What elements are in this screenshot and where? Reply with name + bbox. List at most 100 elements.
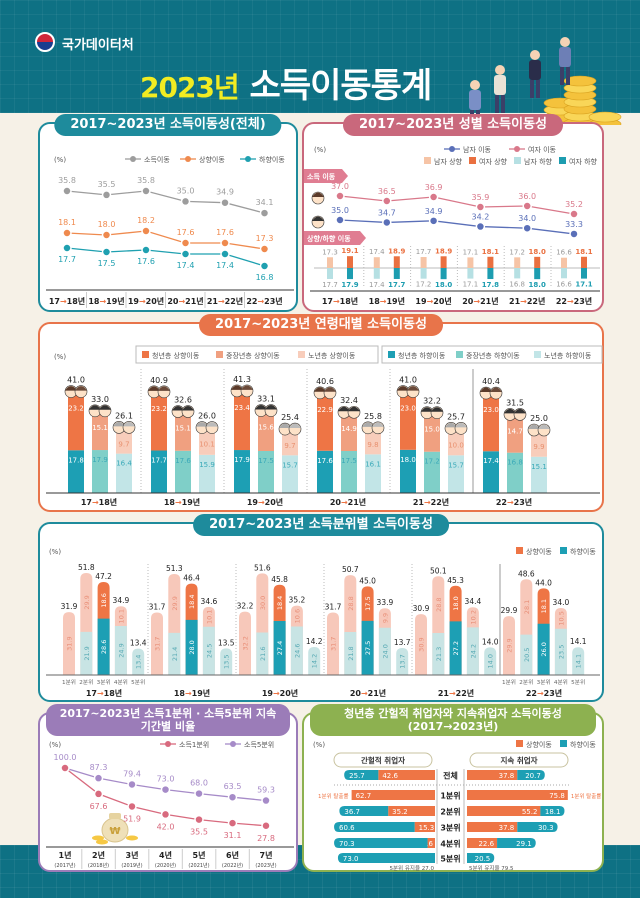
bar-label: 18.1 (482, 248, 499, 256)
total-label: 48.6 (518, 569, 535, 578)
group-header: 간헐적 취업자 (361, 755, 405, 765)
bar-segment-down (520, 634, 533, 675)
segment-label: 9.7 (118, 440, 129, 448)
segment-label: 18.4 (188, 594, 196, 608)
x-tick-label: 4년 (159, 850, 172, 860)
panel-title: 2017~2023년 소득분위별 소득이동성 (193, 514, 449, 536)
group-header-pill (333, 752, 433, 768)
bar-up (467, 770, 518, 780)
data-point (141, 245, 151, 255)
bar (467, 268, 474, 279)
bar-down (467, 853, 495, 863)
x-tick-sublabel: (2019년) (121, 862, 142, 869)
bar-segment-down (361, 620, 374, 675)
coin-icon (96, 839, 108, 845)
total-label: 45.3 (447, 576, 464, 585)
legend-swatch (388, 351, 395, 358)
segment-label: 9.7 (284, 442, 295, 450)
data-point (569, 229, 579, 239)
data-point (382, 196, 392, 206)
bar-label: 17.3 (322, 248, 338, 256)
bar (440, 256, 447, 268)
year-from: 21 (438, 689, 450, 698)
series-line (66, 247, 265, 267)
year-from: 20 (350, 689, 362, 698)
bar-segment-down (68, 450, 84, 493)
segment-label: 10.1 (117, 609, 125, 623)
data-point (569, 209, 579, 219)
data-label: 18.1 (58, 218, 76, 227)
bar-segment-down (185, 619, 198, 675)
segment-label: 17.4 (483, 457, 499, 465)
segment-label: 14.2 (311, 654, 319, 668)
quintile-mobility-chart: (%) 상향이동 하향이동 31.9 31.9 1분위 51.8 29.9 21.9 2분위 47.… (46, 547, 600, 698)
segment-label: 24.5 (205, 644, 213, 658)
segment-label: 18.0 (400, 456, 416, 464)
year-from: 18 (88, 297, 100, 306)
year-from: 21 (413, 498, 425, 507)
bar-segment-up (483, 396, 499, 452)
age-group-face-icon (406, 385, 420, 398)
persistence-chart: (%) 소득1분위 소득5분위 ₩100.0 87.3 79.4 73.0 68.0 63.5 5… (46, 741, 294, 869)
year-to: 19년 (386, 296, 405, 306)
bar (440, 268, 447, 280)
bar-label: 20.5 (475, 855, 491, 863)
bar-up (467, 806, 541, 816)
x-tick-label: 22→23년 (246, 296, 282, 306)
segment-label: 26.0 (540, 642, 548, 656)
data-label: 68.0 (190, 779, 208, 788)
bar-label: 18.9 (435, 247, 452, 255)
segment-label: 20.5 (523, 648, 531, 662)
segment-label: 15.7 (448, 461, 464, 469)
segment-label: 31.7 (154, 637, 162, 651)
year-to: 20년 (433, 296, 452, 306)
unit-label: (%) (49, 741, 61, 749)
panel-title: 2017~2023년 소득1분위 · 소득5분위 지속기간별 비율 (46, 704, 290, 736)
segment-label: 27.4 (276, 641, 284, 655)
bar-label: 75.8 (549, 792, 565, 800)
bar-down (540, 806, 565, 816)
bar-up (351, 790, 435, 800)
x-tick-label: 7년 (260, 850, 273, 860)
total-label: 33.1 (257, 395, 275, 404)
bar (393, 256, 400, 268)
age-group-face-icon (147, 385, 161, 399)
total-label: 14.2 (306, 637, 323, 646)
bar-segment-down (282, 455, 298, 493)
bar-segment-up (341, 415, 357, 451)
data-label: 17.6 (137, 257, 155, 266)
x-tick-label: 19→20년 (247, 497, 283, 507)
arrow-icon: → (139, 297, 146, 306)
segment-label: 17.5 (258, 457, 274, 465)
arrow-icon: → (60, 297, 67, 306)
segment-label: 23.2 (68, 405, 84, 413)
age-group-face-icon (503, 408, 517, 421)
legend-swatch (560, 547, 567, 554)
segment-label: 17.5 (341, 457, 357, 465)
bar-segment-down (507, 452, 523, 493)
bar-label: 17.1 (463, 281, 479, 289)
legend-swatch (559, 157, 566, 164)
bar-segment-up (448, 431, 464, 456)
annotation: 1분위 탈출률 (571, 792, 602, 800)
data-label: 87.3 (90, 763, 108, 772)
year-to: 21년 (368, 688, 387, 698)
arrow-icon: → (449, 689, 456, 698)
age-group-face-icon (230, 384, 244, 398)
age-mobility-panel: (%) 청년층 상향이동 중장년층 상향이동 노년층 상향이동 청년층 하향이동 중장년층… (38, 314, 604, 512)
data-point (127, 779, 137, 790)
persistence-panel: (%) 소득1분위 소득5분위 ₩100.0 87.3 79.4 73.0 68.0 63.5 5… (38, 704, 298, 872)
segment-label: 28.8 (347, 596, 355, 610)
data-label: 73.0 (157, 775, 175, 784)
bar-label: 17.7 (416, 248, 432, 256)
legend-label: 중장년층 상향이동 (226, 351, 280, 360)
bar-label: 73.0 (343, 855, 359, 863)
data-point (101, 230, 112, 240)
arrow-icon: → (92, 498, 99, 507)
bar-segment-down (290, 626, 303, 675)
page-title: 2023년 소득이동통계 (140, 58, 432, 107)
bar-segment-down (80, 631, 93, 675)
age-group-face-icon (181, 405, 195, 418)
age-group-face-icon (264, 404, 278, 417)
section-tag (304, 169, 348, 183)
